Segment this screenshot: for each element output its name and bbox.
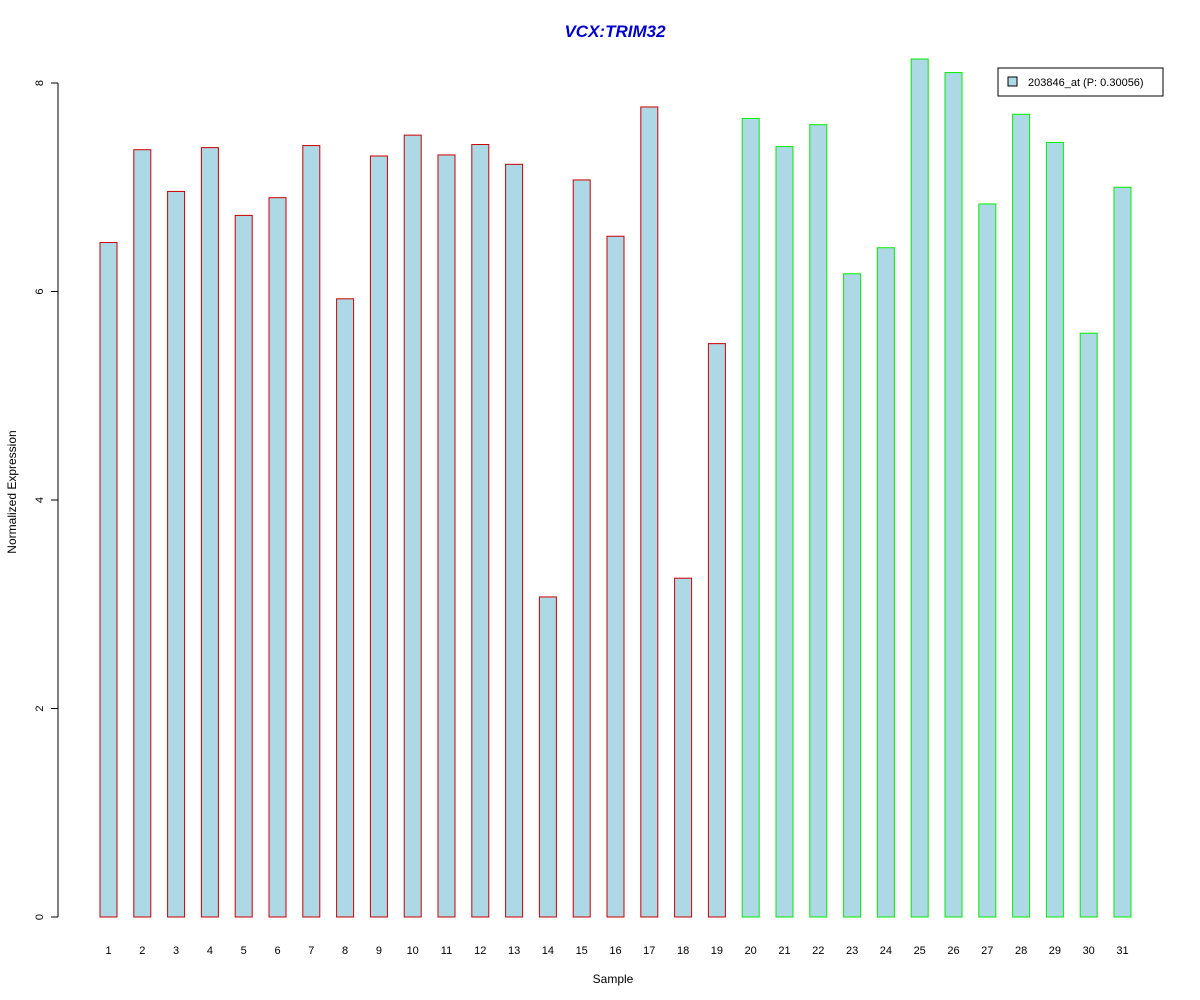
x-tick-label: 27 [981, 945, 993, 957]
legend-swatch [1007, 76, 1018, 87]
x-tick-label: 12 [474, 945, 486, 957]
legend-box [997, 67, 1164, 97]
x-tick-label: 17 [643, 945, 655, 957]
x-tick-label: 8 [342, 945, 348, 957]
bar-sample-8 [336, 298, 355, 918]
bar-sample-24 [876, 247, 895, 918]
bar-sample-4 [200, 147, 219, 918]
y-tick-label: 8 [34, 80, 46, 86]
x-tick-label: 21 [778, 945, 790, 957]
x-tick-label: 29 [1049, 945, 1061, 957]
y-axis: 0 2 4 6 8 [34, 80, 59, 920]
bar-sample-25 [910, 58, 929, 918]
x-tick-label: 23 [846, 945, 858, 957]
bar-sample-11 [437, 154, 456, 918]
x-tick-label: 22 [812, 945, 824, 957]
bar-sample-21 [775, 146, 794, 918]
x-tick-label: 13 [508, 945, 520, 957]
legend-label: 203846_at (P: 0.30056) [1028, 77, 1144, 89]
x-tick-label: 28 [1015, 945, 1027, 957]
bar-sample-10 [403, 134, 422, 918]
x-tick-label: 31 [1116, 945, 1128, 957]
bar-sample-13 [505, 163, 524, 918]
bar-sample-15 [572, 179, 591, 918]
x-tick-label: 16 [609, 945, 621, 957]
bar-sample-26 [944, 72, 963, 918]
bar-sample-5 [234, 214, 253, 918]
bar-sample-30 [1079, 332, 1098, 918]
x-tick-label: 25 [914, 945, 926, 957]
x-tick-label: 1 [105, 945, 111, 957]
x-tick-label: 19 [711, 945, 723, 957]
y-tick-label: 4 [34, 497, 46, 503]
x-axis-title: Sample [593, 972, 634, 986]
x-tick-label: 2 [139, 945, 145, 957]
bar-sample-23 [843, 273, 862, 918]
x-tick-label: 11 [441, 945, 452, 957]
bar-sample-16 [606, 235, 625, 918]
y-tick-label: 6 [34, 288, 46, 294]
bar-sample-6 [268, 197, 287, 918]
x-tick-label: 9 [376, 945, 382, 957]
x-tick-label: 3 [173, 945, 179, 957]
x-tick-label: 7 [308, 945, 314, 957]
bar-sample-27 [978, 203, 997, 918]
bar-sample-14 [538, 596, 557, 918]
y-axis-title: Normalized Expression [5, 430, 19, 553]
bar-sample-7 [302, 145, 321, 918]
bar-sample-28 [1012, 113, 1031, 918]
bar-sample-2 [133, 149, 152, 918]
bar-sample-22 [809, 124, 828, 918]
x-tick-label: 4 [207, 945, 213, 957]
x-tick-label: 14 [542, 945, 554, 957]
x-tick-label: 18 [677, 945, 689, 957]
y-tick-label: 0 [34, 914, 46, 920]
bar-sample-12 [471, 144, 490, 918]
bar-sample-18 [674, 577, 693, 918]
legend: 203846_at (P: 0.30056) [997, 67, 1164, 97]
x-tick-label: 24 [880, 945, 892, 957]
bar-sample-20 [741, 117, 760, 918]
x-tick-labels: 1 2 3 4 5 6 7 8 9 10 11 12 13 14 15 16 17 18 19 20 21 22 23 24 2… [105, 945, 1128, 957]
bar-sample-17 [640, 106, 659, 918]
bar-sample-29 [1045, 141, 1064, 918]
bar-sample-3 [167, 190, 186, 918]
x-tick-label: 6 [274, 945, 280, 957]
x-tick-label: 10 [407, 945, 419, 957]
x-tick-label: 5 [241, 945, 247, 957]
x-tick-label: 30 [1083, 945, 1095, 957]
chart-title: VCX:TRIM32 [564, 22, 666, 41]
bar-sample-1 [99, 242, 118, 918]
bar-sample-9 [369, 155, 388, 918]
x-tick-label: 20 [745, 945, 757, 957]
x-tick-label: 15 [576, 945, 588, 957]
bar-sample-31 [1113, 186, 1132, 918]
y-tick-label: 2 [34, 705, 46, 711]
bar-sample-19 [707, 343, 726, 918]
x-tick-label: 26 [947, 945, 959, 957]
bars [99, 58, 1132, 918]
